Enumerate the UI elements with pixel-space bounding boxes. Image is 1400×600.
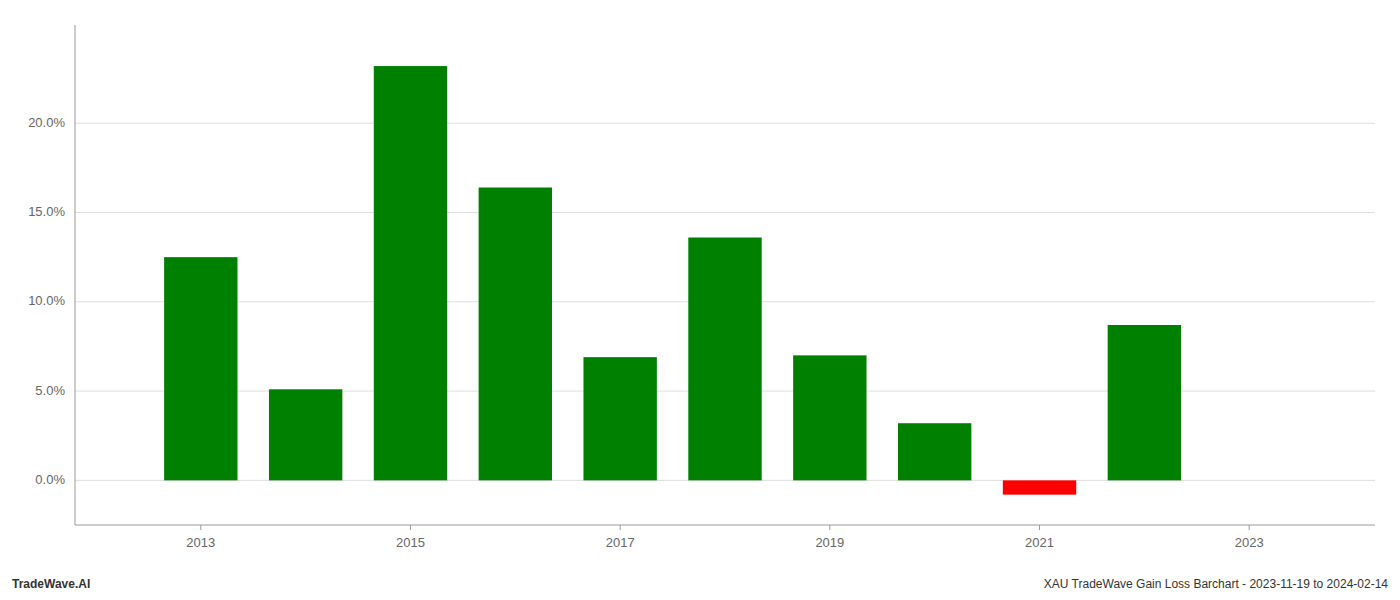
x-tick-label: 2015 <box>396 535 425 550</box>
grid-line <box>75 212 1375 213</box>
bar <box>688 238 761 481</box>
chart-container: 0.0% 5.0% 10.0% 15.0% 20.0% 2013 2015 2017 2019 2… <box>0 0 1400 600</box>
bar <box>269 389 342 480</box>
bar <box>479 188 552 481</box>
page: {"chart_data": {"type": "bar", "x": [201… <box>0 0 1400 600</box>
bars <box>164 66 1181 495</box>
x-tick <box>410 525 411 530</box>
x-tick-label: 2023 <box>1235 535 1264 550</box>
chart-svg: 0.0% 5.0% 10.0% 15.0% 20.0% 2013 2015 2017 2019 2… <box>0 0 1400 600</box>
footer-left: TradeWave.AI <box>12 577 90 591</box>
x-tick-label: 2019 <box>815 535 844 550</box>
footer-right: XAU TradeWave Gain Loss Barchart - 2023-… <box>1044 577 1389 591</box>
bar <box>164 257 237 480</box>
x-tick <box>620 525 621 530</box>
bar <box>583 357 656 480</box>
grid-line <box>75 123 1375 124</box>
x-tick-label: 2021 <box>1025 535 1054 550</box>
y-grid <box>75 123 1375 480</box>
bar <box>898 423 971 480</box>
x-tick <box>1249 525 1250 530</box>
bar <box>793 355 866 480</box>
x-tick-label: 2013 <box>186 535 215 550</box>
x-tick <box>829 525 830 530</box>
x-tick <box>200 525 201 530</box>
bar <box>1108 325 1181 480</box>
bar <box>1003 480 1076 494</box>
x-tick-label: 2017 <box>606 535 635 550</box>
x-axis-line <box>75 525 1375 526</box>
y-tick-label: 15.0% <box>28 204 65 219</box>
y-tick-label: 20.0% <box>28 115 65 130</box>
bar <box>374 66 447 480</box>
y-tick-label: 5.0% <box>35 383 65 398</box>
y-axis-line <box>75 25 76 525</box>
x-tick <box>1039 525 1040 530</box>
y-tick-label: 10.0% <box>28 293 65 308</box>
y-tick-label: 0.0% <box>35 472 65 487</box>
